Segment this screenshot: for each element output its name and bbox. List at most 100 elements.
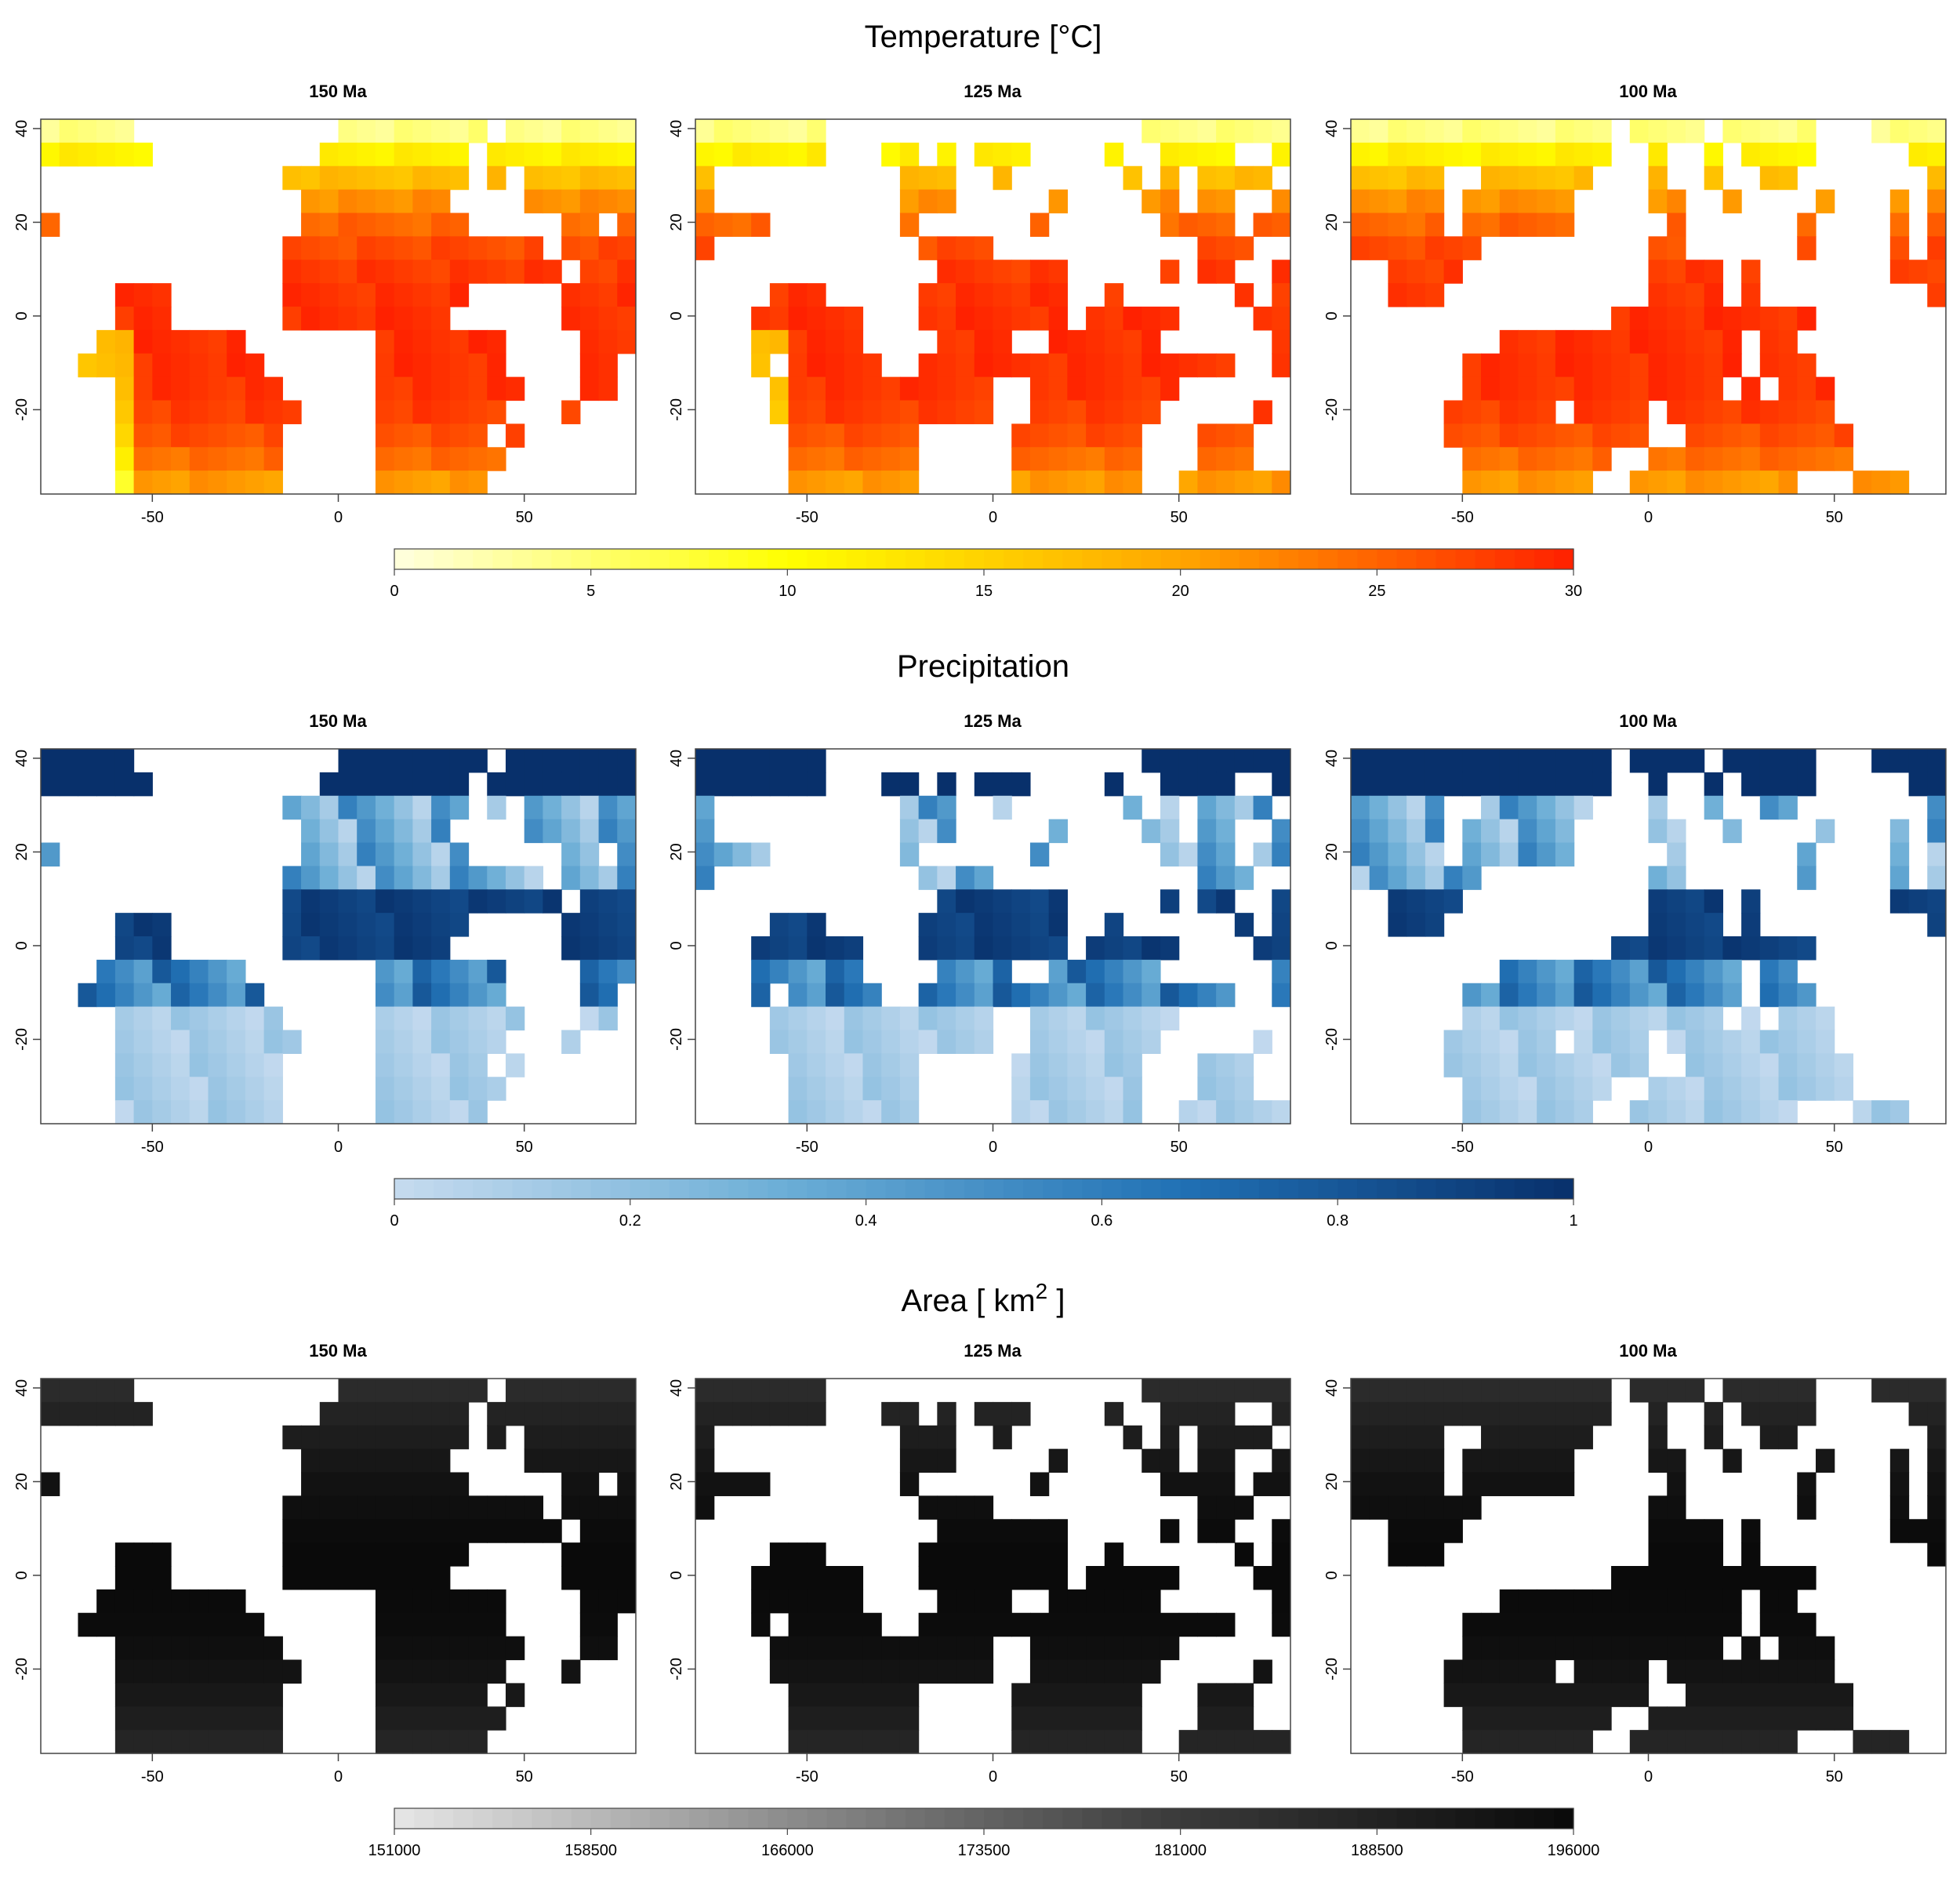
heatmap-cell [1481,795,1501,820]
heatmap-cell [338,772,358,797]
heatmap-cell [394,1636,413,1661]
heatmap-cell [918,983,938,1008]
heatmap-cell [133,283,153,307]
heatmap-cell [1234,470,1254,495]
heatmap-cell [96,1589,116,1614]
x-tick-label: 50 [516,509,533,526]
colorbar-segment [610,549,631,569]
heatmap-cell [375,376,395,401]
heatmap-cell [1481,1077,1501,1101]
heatmap-cell [263,1659,283,1684]
heatmap-cell [1722,749,1742,773]
heatmap-cell [1462,142,1482,167]
heatmap-cell [598,1495,618,1520]
heatmap-cell [1797,236,1817,260]
heatmap-cell [769,1589,789,1614]
heatmap-cell [1648,819,1668,844]
heatmap-cell [394,470,413,495]
heatmap-cell [1592,1612,1612,1637]
heatmap-cell [1067,1683,1087,1707]
heatmap-cell [1685,1006,1705,1031]
heatmap-cell [1555,1077,1575,1101]
heatmap-cell [338,307,358,331]
heatmap-cell [1667,936,1686,961]
heatmap-cell [788,119,808,144]
heatmap-cell [431,1730,451,1754]
heatmap-cell [1741,307,1761,331]
heatmap-cell [1573,749,1593,773]
heatmap-cell [1648,1519,1668,1543]
heatmap-cell [412,142,432,167]
heatmap-cell [1406,866,1426,890]
heatmap-cell [1741,1542,1761,1567]
heatmap-cell [1573,119,1593,144]
heatmap-cell [1555,119,1575,144]
heatmap-cell [487,1589,506,1614]
heatmap-cell [505,142,525,167]
heatmap-cell [1889,1448,1910,1473]
heatmap-cell [1537,1425,1556,1450]
heatmap-cell [881,1030,901,1054]
heatmap-cell [431,470,451,495]
heatmap-cell [1160,260,1180,284]
heatmap-cell [1197,353,1217,378]
heatmap-cell [1797,447,1817,471]
heatmap-cell [1722,307,1742,331]
colorbar-segment [532,549,553,569]
heatmap-cell [769,1379,789,1403]
heatmap-cell [375,1589,395,1614]
heatmap-cell [788,959,808,984]
heatmap-cell [751,353,771,378]
y-tick-label: -20 [13,1658,31,1680]
heatmap-cell [431,1495,451,1520]
heatmap-cell [1927,1379,1946,1403]
heatmap-cell [487,889,506,914]
heatmap-cell [449,795,470,820]
heatmap-cell [1759,1589,1780,1614]
heatmap-cell [1216,749,1236,773]
heatmap-cell [1518,1425,1537,1450]
heatmap-cell [1778,1589,1798,1614]
heatmap-cell [114,1006,135,1031]
heatmap-cell [1778,1053,1798,1077]
heatmap-cell [449,959,470,984]
heatmap-cell [598,1636,618,1661]
heatmap-cell [1667,1077,1686,1101]
colorbar-segment [1180,1179,1201,1199]
heatmap-cell [1797,1006,1817,1031]
heatmap-cell [561,795,581,820]
heatmap-cell [431,447,451,471]
heatmap-cell [1104,1053,1124,1077]
heatmap-cell [1537,353,1556,378]
heatmap-cell [1406,142,1426,167]
heatmap-cell [1592,1636,1612,1661]
heatmap-cell [394,307,413,331]
heatmap-cell [598,959,618,984]
heatmap-cell [375,913,395,937]
heatmap-cell [881,1683,901,1707]
heatmap-cell [394,866,413,890]
y-tick-label: -20 [13,398,31,421]
heatmap-cell [171,1077,191,1101]
heatmap-cell [1759,749,1780,773]
heatmap-cell [357,795,376,820]
heatmap-cell [1759,1379,1780,1403]
heatmap-cell [732,142,752,167]
heatmap-cell [189,959,209,984]
heatmap-cell [1499,1659,1519,1684]
heatmap-cell [937,819,956,844]
heatmap-cell [1216,1053,1236,1077]
heatmap-cell [412,423,432,448]
heatmap-cell [1518,1612,1537,1637]
heatmap-cell [1272,283,1290,307]
heatmap-cell [1778,1706,1798,1731]
heatmap-cell [468,1659,488,1684]
heatmap-cell [1704,1566,1723,1590]
heatmap-cell [1067,447,1087,471]
heatmap-cell [412,1006,432,1031]
heatmap-cell [1797,936,1817,961]
heatmap-cell [807,283,826,307]
heatmap-cell [1834,423,1854,448]
heatmap-cell [1927,1401,1946,1426]
heatmap-cell [1927,749,1946,773]
